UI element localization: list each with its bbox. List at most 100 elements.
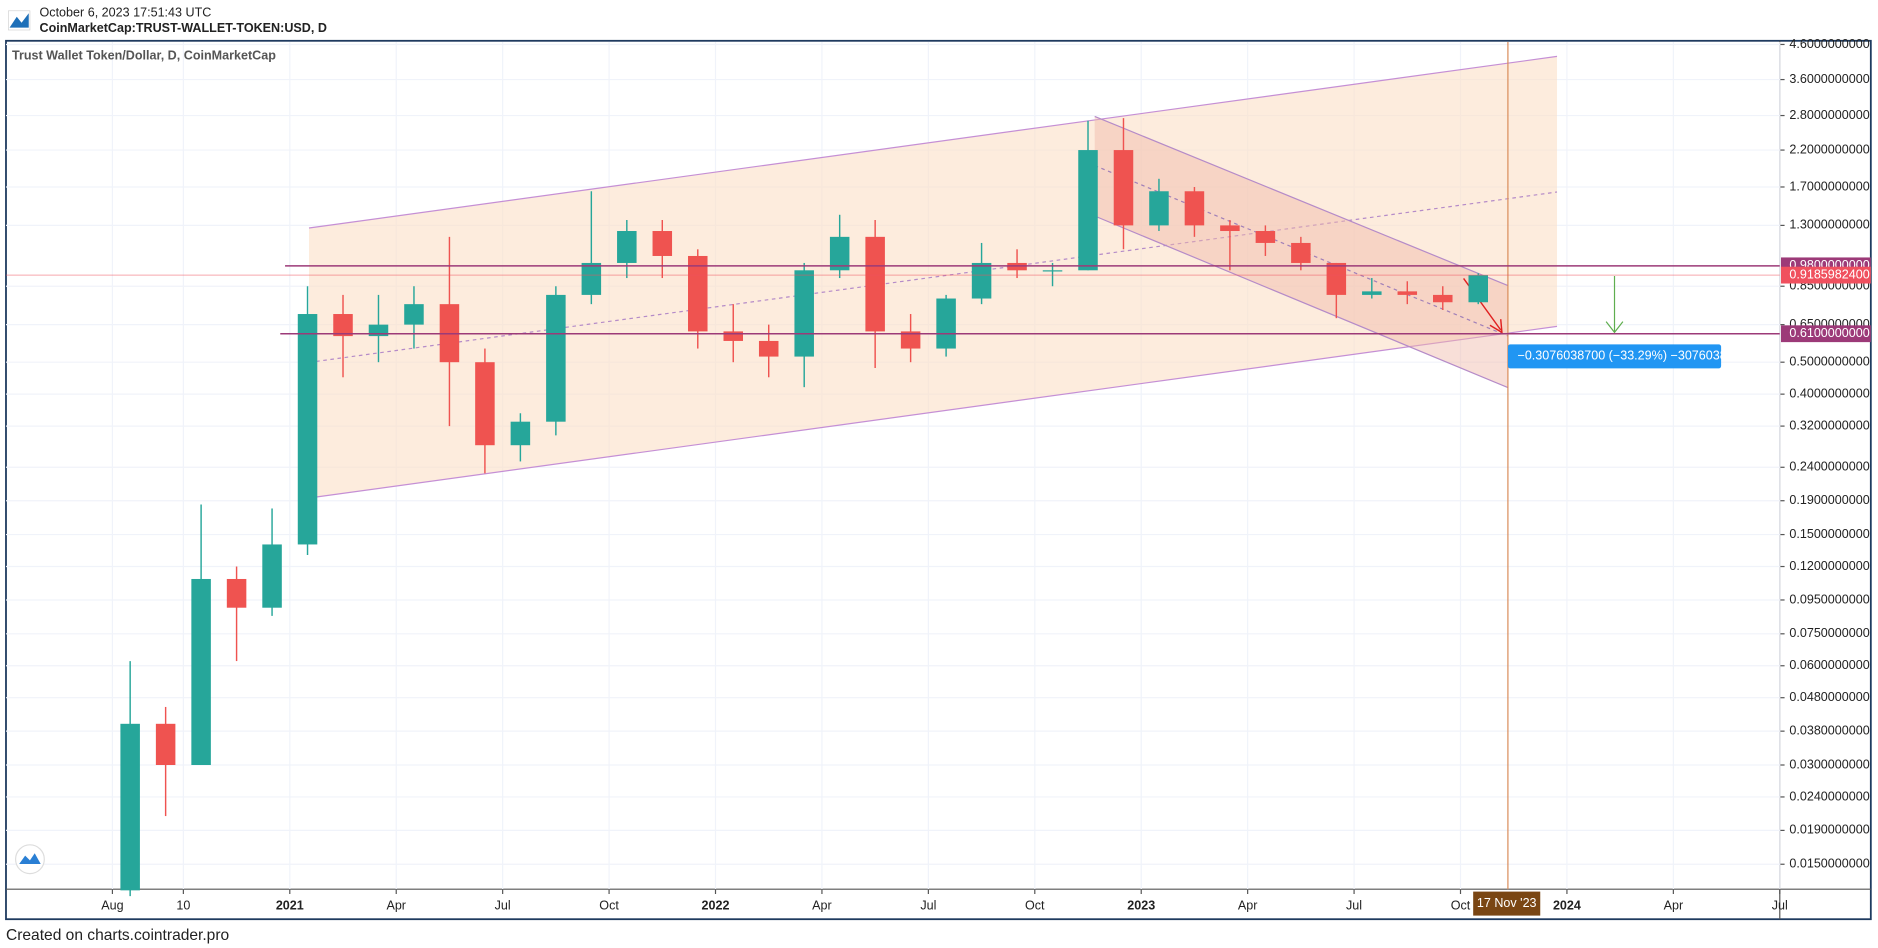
candle-body — [723, 331, 744, 341]
candle-body — [1326, 262, 1347, 295]
x-tick-label: 2023 — [1127, 898, 1155, 912]
watermark-logo — [14, 844, 45, 875]
candle-body — [865, 236, 885, 332]
candle-body — [333, 314, 353, 337]
candle-body — [475, 362, 495, 446]
candle-body — [581, 262, 602, 295]
date-label: 17 Nov '23 — [1477, 896, 1537, 910]
candle-body — [155, 723, 176, 765]
down-channel-bottom — [1094, 215, 1509, 389]
candle-body — [1042, 270, 1063, 272]
x-tick-label: Jul — [1346, 898, 1362, 912]
y-tick-label: 1.7000000000 — [1789, 179, 1869, 193]
logo — [8, 10, 31, 31]
date-label-bg — [1473, 891, 1541, 916]
y-tick-label: 0.0300000000 — [1789, 757, 1869, 771]
y-tick-label: 0.0950000000 — [1789, 592, 1869, 606]
candle-body — [510, 421, 531, 446]
candle-body — [652, 231, 673, 256]
header-date: October 6, 2023 17:51:43 UTC — [40, 6, 212, 20]
header-symbol: CoinMarketCap:TRUST-WALLET-TOKEN:USD, D — [40, 21, 327, 35]
channel-fill — [309, 56, 1558, 499]
overlay: 0.98000000000.61000000000.9185982400−0.3… — [5, 257, 1871, 916]
x-tick-label: Apr — [1238, 898, 1258, 912]
x-tick-label: Oct — [1025, 898, 1045, 912]
candle-body — [688, 255, 708, 332]
candle-body — [794, 270, 814, 357]
x-tick-label: 10 — [176, 898, 190, 912]
candle-body — [368, 324, 389, 337]
chart-frame — [5, 39, 1872, 921]
chart-title: Trust Wallet Token/Dollar, D, CoinMarket… — [12, 49, 276, 63]
candle-body — [617, 231, 637, 263]
down-channel-top — [1094, 115, 1509, 287]
x-tick-label: 2021 — [276, 898, 304, 912]
channel-top — [308, 55, 1558, 229]
y-tick-label: 0.0240000000 — [1789, 789, 1869, 803]
green-arrow-head — [1605, 321, 1624, 334]
candle-body — [1397, 291, 1418, 295]
x-tick-label: Apr — [386, 898, 406, 912]
level-label-bg — [1780, 325, 1871, 343]
y-tick-label: 3.6000000000 — [1789, 72, 1869, 86]
y-tick-label: 0.1500000000 — [1789, 527, 1869, 541]
x-tick-label: 2022 — [702, 898, 730, 912]
candle-body — [546, 294, 566, 422]
candle-body — [1184, 191, 1205, 226]
x-tick-label: Jul — [1772, 898, 1788, 912]
measure-label: −0.3076038700 (−33.29%) −30760387 — [1517, 349, 1733, 363]
candle-body — [936, 298, 956, 349]
candle-body — [1149, 191, 1169, 226]
y-tick-label: 0.1900000000 — [1789, 493, 1869, 507]
y-tick-label: 0.0380000000 — [1789, 723, 1869, 737]
candle-body — [1113, 150, 1134, 226]
footer: Created on charts.cointrader.pro — [6, 927, 230, 944]
y-tick-label: 2.2000000000 — [1789, 142, 1869, 156]
x-tick-label: Jul — [495, 898, 511, 912]
y-tick-label: 0.5000000000 — [1789, 355, 1869, 369]
x-tick-label: Oct — [1451, 898, 1471, 912]
y-tick-label: 0.3200000000 — [1789, 418, 1869, 432]
candle-body — [1220, 225, 1240, 232]
x-tick-label: 2024 — [1553, 898, 1581, 912]
y-tick-label: 0.0750000000 — [1789, 626, 1869, 640]
y-tick-label: 0.0190000000 — [1789, 823, 1869, 837]
candle-body — [900, 331, 921, 349]
x-tick-label: Oct — [599, 898, 619, 912]
candle-body — [120, 723, 140, 891]
y-tick-label: 0.2400000000 — [1789, 460, 1869, 474]
y-tick-label: 0.0150000000 — [1789, 857, 1869, 871]
channel-bottom — [308, 325, 1558, 499]
y-tick-label: 2.8000000000 — [1789, 108, 1869, 122]
candle-body — [1078, 150, 1098, 271]
x-tick-label: Jul — [920, 898, 936, 912]
candle-body — [1468, 275, 1488, 303]
red-arrow-head — [1489, 319, 1503, 334]
candle-body — [297, 314, 318, 545]
last-price-label: 0.9185982400 — [1789, 267, 1869, 281]
y-tick-label: 0.4000000000 — [1789, 386, 1869, 400]
candle-body — [262, 544, 282, 608]
candle-body — [1255, 231, 1276, 243]
candle-body — [1291, 242, 1311, 263]
candle-body — [971, 262, 992, 299]
last-price-bg — [1780, 266, 1871, 284]
candle-body — [1362, 291, 1382, 295]
x-tick-label: Apr — [812, 898, 832, 912]
y-tick-label: 0.1200000000 — [1789, 559, 1869, 573]
y-tick-label: 1.3000000000 — [1789, 218, 1869, 232]
x-tick-label: Apr — [1664, 898, 1684, 912]
y-tick-label: 0.0480000000 — [1789, 690, 1869, 704]
candle-body — [1433, 294, 1453, 303]
candle-body — [191, 578, 211, 765]
y-tick-label: 4.6000000000 — [1789, 37, 1869, 51]
candle-body — [226, 578, 247, 608]
candle-body — [404, 304, 424, 325]
measure-box — [1507, 344, 1722, 369]
candle-body — [758, 340, 779, 357]
level-label: 0.6100000000 — [1789, 326, 1869, 340]
x-tick-label: Aug — [101, 898, 123, 912]
candle-body — [829, 236, 850, 271]
